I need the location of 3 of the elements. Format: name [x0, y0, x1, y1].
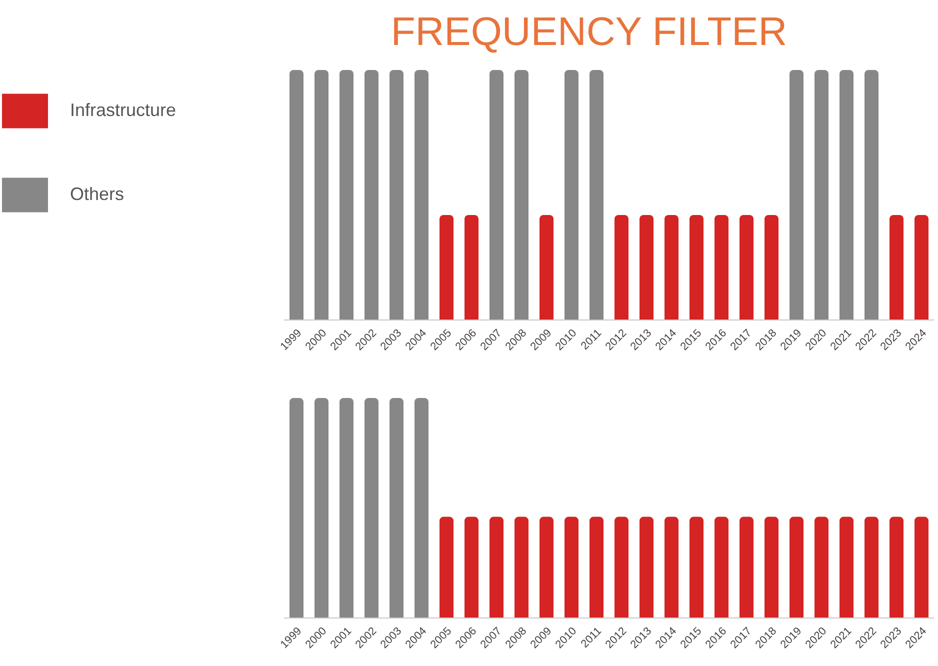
legend-label: Infrastructure — [70, 100, 176, 120]
legend-label: Others — [70, 184, 124, 204]
chart-title: FREQUENCY FILTER — [390, 10, 788, 55]
